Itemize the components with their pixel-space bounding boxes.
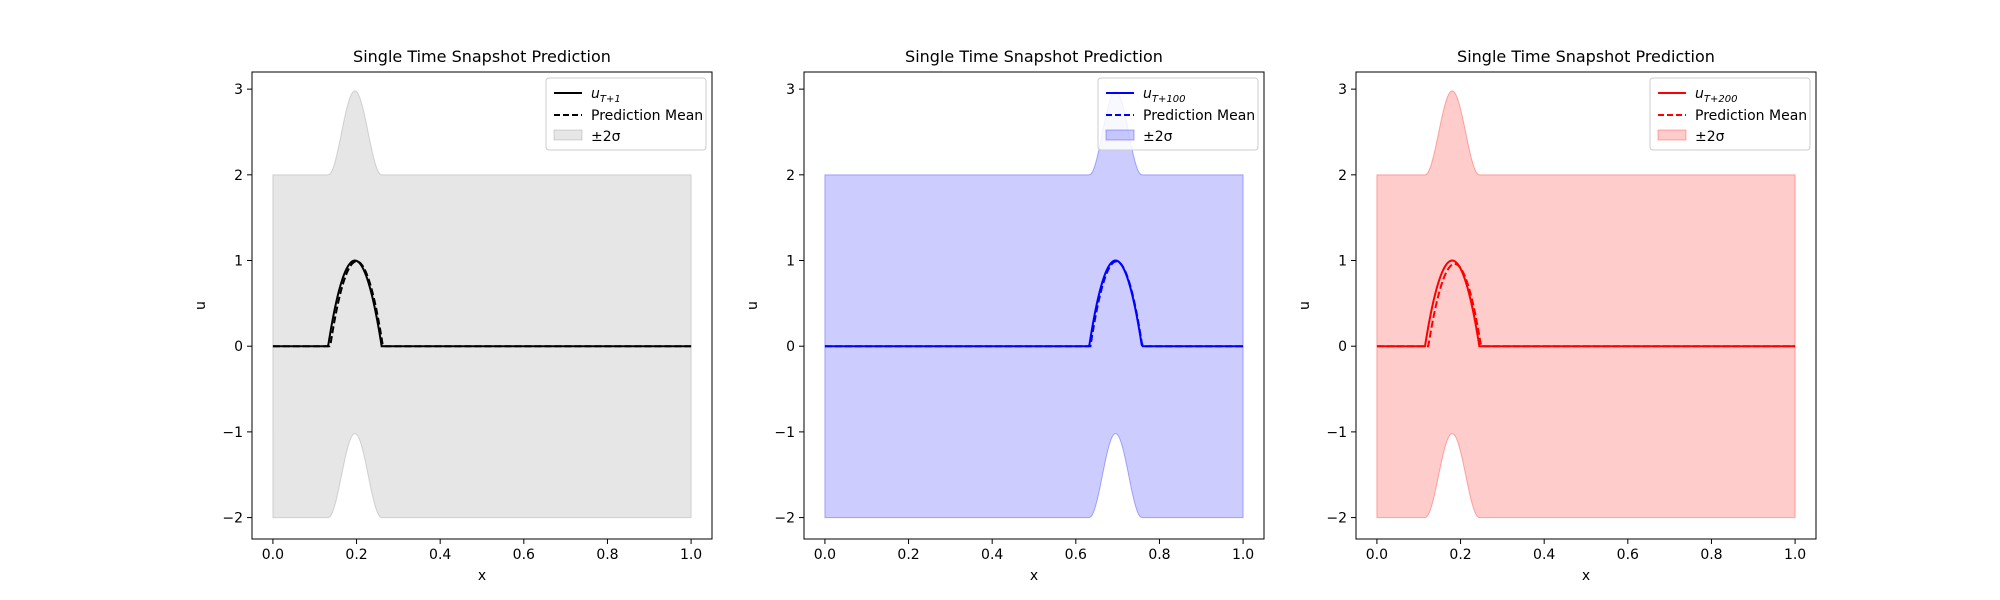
y-axis-label: u <box>1297 301 1313 310</box>
y-tick-label: −2 <box>1326 511 1347 527</box>
y-axis-label: u <box>745 301 761 310</box>
x-axis-label: x <box>1582 568 1590 584</box>
x-tick-label: 1.0 <box>1784 547 1806 563</box>
y-tick-label: 3 <box>1338 82 1347 98</box>
x-axis-label: x <box>1030 568 1038 584</box>
x-tick-label: 0.4 <box>429 547 451 563</box>
prediction-mean-line <box>1376 262 1796 348</box>
legend-band-handle <box>1105 129 1135 141</box>
axes-frame <box>803 71 1265 540</box>
x-tick-label: 0.6 <box>1617 547 1639 563</box>
y-tick-label: 2 <box>786 168 795 184</box>
x-tick-label: 0.8 <box>1148 547 1170 563</box>
truth-line <box>824 259 1244 348</box>
chart-title: Single Time Snapshot Prediction <box>905 47 1163 66</box>
chart-title: Single Time Snapshot Prediction <box>1457 47 1715 66</box>
chart-panel-2: 0.0 0.2 0.4 0.6 0.8 1.0 −2 −1 0 1 2 3 Single Time Sn… <box>745 47 1265 584</box>
axes-frame <box>251 71 713 540</box>
y-tick-label: −2 <box>774 511 795 527</box>
y-tick-label: 2 <box>1338 168 1347 184</box>
legend-mean-label: Prediction Mean <box>1143 108 1255 124</box>
x-tick-label: 1.0 <box>1232 547 1254 563</box>
x-tick-label: 0.0 <box>1366 547 1388 563</box>
x-tick-label: 0.4 <box>1533 547 1555 563</box>
legend-box <box>545 77 707 151</box>
legend-box <box>1097 77 1259 151</box>
x-tick-label: 0.8 <box>596 547 618 563</box>
legend-mean-label: Prediction Mean <box>1695 108 1807 124</box>
axes-frame <box>1355 71 1817 540</box>
y-tick-label: −1 <box>774 425 795 441</box>
x-tick-label: 0.6 <box>513 547 535 563</box>
legend-box <box>1649 77 1811 151</box>
x-tick-label: 0.0 <box>814 547 836 563</box>
y-tick-label: 0 <box>234 339 243 355</box>
uncertainty-band <box>824 90 1244 519</box>
y-tick-label: 0 <box>786 339 795 355</box>
x-tick-label: 1.0 <box>680 547 702 563</box>
y-tick-label: 2 <box>234 168 243 184</box>
legend-mean-label: Prediction Mean <box>591 108 703 124</box>
legend-band-handle <box>1657 129 1687 141</box>
y-tick-label: −1 <box>222 425 243 441</box>
x-tick-label: 0.4 <box>981 547 1003 563</box>
legend-band-label: ±2σ <box>1143 129 1173 145</box>
x-tick-label: 0.0 <box>262 547 284 563</box>
x-tick-label: 0.2 <box>1449 547 1471 563</box>
x-tick-label: 0.6 <box>1065 547 1087 563</box>
y-tick-label: −1 <box>1326 425 1347 441</box>
y-tick-label: 3 <box>786 82 795 98</box>
legend-band-handle <box>553 129 583 141</box>
x-tick-label: 0.2 <box>345 547 367 563</box>
y-tick-label: 0 <box>1338 339 1347 355</box>
x-tick-label: 0.8 <box>1700 547 1722 563</box>
chart-title: Single Time Snapshot Prediction <box>353 47 611 66</box>
y-tick-label: 3 <box>234 82 243 98</box>
chart-panel-3: 0.0 0.2 0.4 0.6 0.8 1.0 −2 −1 0 1 2 3 Single Time Sn… <box>1297 47 1817 584</box>
prediction-mean-line <box>272 260 692 348</box>
x-axis-label: x <box>478 568 486 584</box>
x-tick-label: 0.2 <box>897 547 919 563</box>
legend-band-label: ±2σ <box>591 129 621 145</box>
chart-panel-1: 0.0 0.2 0.4 0.6 0.8 1.0 −2 −1 0 1 2 3 Single Time Sn… <box>193 47 713 584</box>
y-tick-label: −2 <box>222 511 243 527</box>
y-tick-label: 1 <box>1338 254 1347 270</box>
uncertainty-band <box>1376 90 1796 519</box>
uncertainty-band <box>272 90 692 519</box>
y-tick-label: 1 <box>234 254 243 270</box>
legend-band-label: ±2σ <box>1695 129 1725 145</box>
y-tick-label: 1 <box>786 254 795 270</box>
y-axis-label: u <box>193 301 209 310</box>
